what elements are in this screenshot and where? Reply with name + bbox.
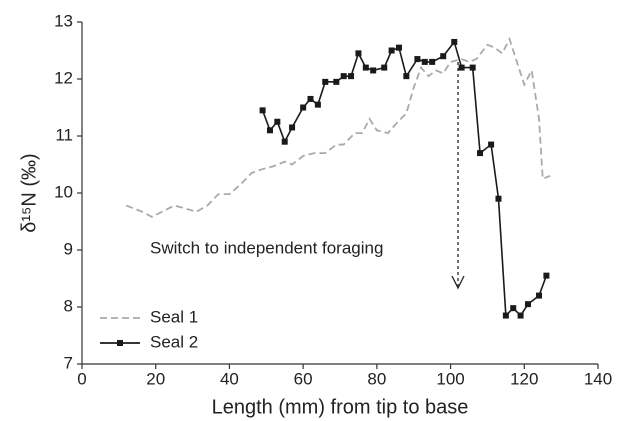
point [259,107,266,114]
point [388,47,395,54]
legend-label: Seal 1 [150,307,198,326]
y-tick-label: 11 [55,125,73,144]
point [510,305,517,312]
y-tick-label: 7 [64,353,73,372]
y-axis-label: δ¹⁵N (‰) [18,153,40,232]
point [333,78,340,85]
point [536,292,543,299]
x-tick-label: 140 [584,369,612,388]
y-tick-label: 8 [64,296,73,315]
x-tick-label: 120 [510,369,538,388]
point [381,64,388,71]
point [524,301,531,308]
point [469,64,476,71]
point [289,124,296,131]
point [355,50,362,57]
point [517,312,524,319]
point [281,138,288,145]
point [502,312,509,319]
y-tick-label: 10 [54,182,73,201]
point [322,78,329,85]
x-tick-label: 80 [367,369,386,388]
point [477,150,484,157]
y-tick-label: 13 [54,11,73,30]
x-tick-label: 40 [220,369,239,388]
point [300,104,307,111]
point [429,58,436,65]
point [451,38,458,45]
x-tick-label: 100 [436,369,464,388]
point [421,58,428,65]
point [348,73,355,80]
point [362,64,369,71]
point [340,73,347,80]
point [414,56,421,63]
x-tick-label: 60 [294,369,313,388]
point [395,44,402,51]
series-line [261,40,548,318]
point [403,73,410,80]
legend-marker [117,340,123,346]
point [488,141,495,148]
point [440,53,447,60]
point [495,195,502,202]
x-axis-label: Length (mm) from tip to base [212,396,469,418]
y-tick-label: 12 [54,68,73,87]
arrow-head [451,275,465,290]
point [307,95,314,102]
y-tick-label: 9 [64,239,73,258]
annotation: Switch to independent foraging [150,238,383,257]
x-tick-label: 20 [146,369,165,388]
point [370,67,377,74]
point [274,118,281,125]
point [314,101,321,108]
x-tick-label: 0 [77,369,86,388]
legend-label: Seal 2 [150,332,198,351]
point [458,64,465,71]
point [266,127,273,134]
point [543,272,550,279]
series-line [125,36,551,218]
